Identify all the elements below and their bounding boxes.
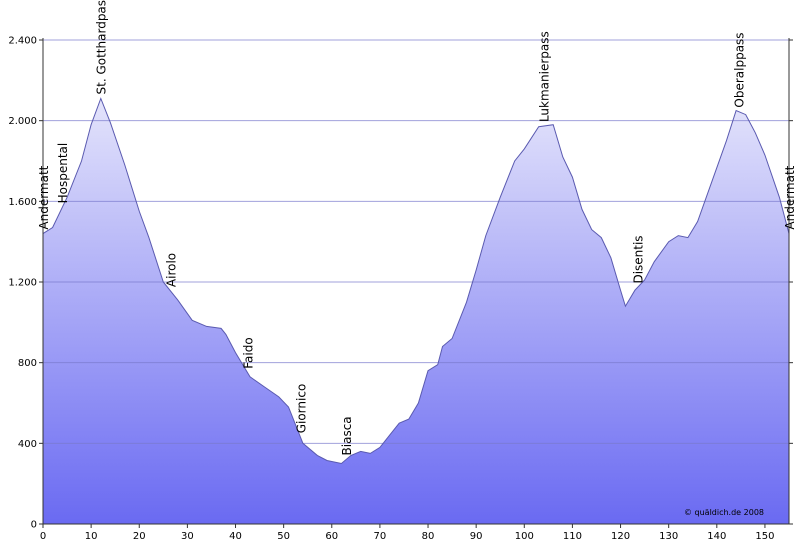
- x-tick-label: 80: [422, 531, 435, 542]
- x-tick-label: 110: [563, 531, 582, 542]
- x-tick-label: 120: [611, 531, 630, 542]
- x-tick-label: 20: [133, 531, 146, 542]
- area: [43, 98, 789, 524]
- x-tick-label: 60: [325, 531, 338, 542]
- y-tick-label: 400: [18, 439, 37, 450]
- annotation: Disentis: [631, 235, 645, 283]
- y-tick-label: 1.600: [8, 197, 37, 208]
- x-tick-label: 70: [374, 531, 387, 542]
- x-tick-label: 40: [229, 531, 242, 542]
- annotation: Andermatt: [783, 165, 797, 229]
- annotation: Andermatt: [37, 165, 51, 229]
- x-tick-label: 10: [85, 531, 98, 542]
- x-tick-label: 140: [707, 531, 726, 542]
- y-tick-label: 2.000: [8, 116, 37, 127]
- x-tick-label: 50: [277, 531, 290, 542]
- x-tick-label: 130: [659, 531, 678, 542]
- y-tick-label: 1.200: [8, 278, 37, 289]
- credit: © quäldich.de 2008: [684, 508, 764, 517]
- y-tick-label: 0: [31, 520, 37, 531]
- x-tick-label: 150: [755, 531, 774, 542]
- y-tick-label: 2.400: [8, 36, 37, 47]
- annotation: Hospental: [56, 143, 70, 204]
- annotation: Lukmanierpass: [538, 31, 552, 122]
- annotation: Giornico: [294, 384, 308, 434]
- x-tick-label: 30: [181, 531, 194, 542]
- annotation: Biasca: [340, 416, 354, 455]
- x-tick-label: 90: [470, 531, 483, 542]
- x-tick-label: 100: [515, 531, 534, 542]
- x-tick-label: 0: [40, 531, 46, 542]
- annotation: St. Gotthardpass: [95, 0, 109, 94]
- y-tick-label: 800: [18, 358, 37, 369]
- annotation: Oberalppass: [732, 32, 746, 107]
- annotation: Faido: [242, 337, 256, 368]
- annotation: Airolo: [165, 253, 179, 287]
- line: [42, 97, 790, 465]
